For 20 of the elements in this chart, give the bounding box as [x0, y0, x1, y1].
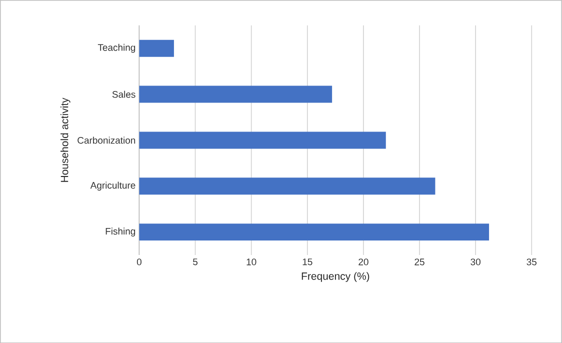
- bar: [139, 223, 490, 240]
- x-tick-label: 15: [302, 258, 312, 266]
- x-tick-label: 0: [136, 258, 142, 266]
- y-tick-label: Carbonization: [78, 136, 136, 144]
- bar: [139, 40, 174, 57]
- bar: [139, 177, 436, 194]
- y-axis-title: Household activity: [60, 98, 70, 182]
- x-tick-label: 25: [414, 258, 424, 266]
- x-axis-title: Frequency (%): [302, 272, 370, 282]
- x-tick-label: 10: [246, 258, 256, 266]
- x-tick-label: 30: [470, 258, 480, 266]
- y-tick-label: Agriculture: [90, 182, 136, 190]
- bar: [139, 132, 386, 149]
- x-tick-label: 20: [358, 258, 368, 266]
- y-tick-label: Fishing: [106, 227, 136, 236]
- bar: [139, 86, 332, 103]
- x-tick-label: 5: [193, 258, 198, 266]
- y-tick-label: Sales: [112, 90, 136, 98]
- y-tick-label: Teaching: [98, 44, 136, 53]
- x-tick-label: 35: [526, 258, 537, 266]
